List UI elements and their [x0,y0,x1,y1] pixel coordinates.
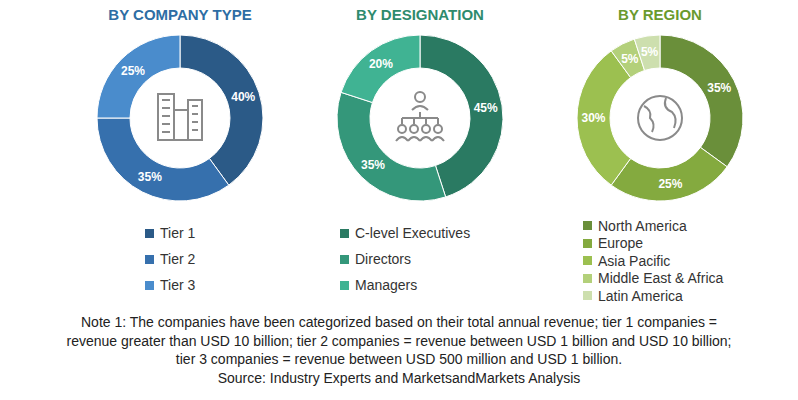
html-text:BY REGION: BY REGION [618,6,702,23]
html-text:Tier 3: Tier 3 [160,277,196,293]
svg-text:30%: 30% [581,111,605,125]
svg-text:5%: 5% [641,45,659,59]
html-text:BY DESIGNATION: BY DESIGNATION [356,6,484,23]
html-text:Tier 2: Tier 2 [160,251,196,267]
svg-text:25%: 25% [121,64,145,78]
html-text:BY COMPANY TYPE: BY COMPANY TYPE [108,6,252,23]
svg-text:35%: 35% [707,81,731,95]
html-text:Source: Industry Experts and M: Source: Industry Experts and MarketsandM… [217,369,581,386]
html-text:North America: North America [598,217,687,234]
html-text:Latin America: Latin America [598,287,683,304]
svg-text:45%: 45% [474,101,498,115]
html-text:Middle East & Africa: Middle East & Africa [598,270,724,287]
html-text:Managers: Managers [355,277,418,293]
html-text:Note 1: The companies have bee: Note 1: The companies have been categori… [81,314,717,330]
html-text:Asia Pacific: Asia Pacific [598,252,671,269]
html-text:revenue greater than USD 10 bi: revenue greater than USD 10 billion; tie… [66,332,732,349]
svg-text:35%: 35% [138,170,162,184]
html-text:Tier 1: Tier 1 [160,225,196,241]
html-text:Directors: Directors [355,251,411,267]
svg-text:20%: 20% [369,57,393,71]
svg-text:25%: 25% [658,177,682,191]
svg-text:35%: 35% [361,158,385,172]
html-text:Europe: Europe [598,235,644,252]
html-text:C-level Executives: C-level Executives [355,225,471,241]
svg-text:40%: 40% [231,90,255,104]
html-text:tier 3 companies = revenue bet: tier 3 companies = revenue between USD 5… [175,351,623,367]
svg-text:5%: 5% [621,52,639,66]
